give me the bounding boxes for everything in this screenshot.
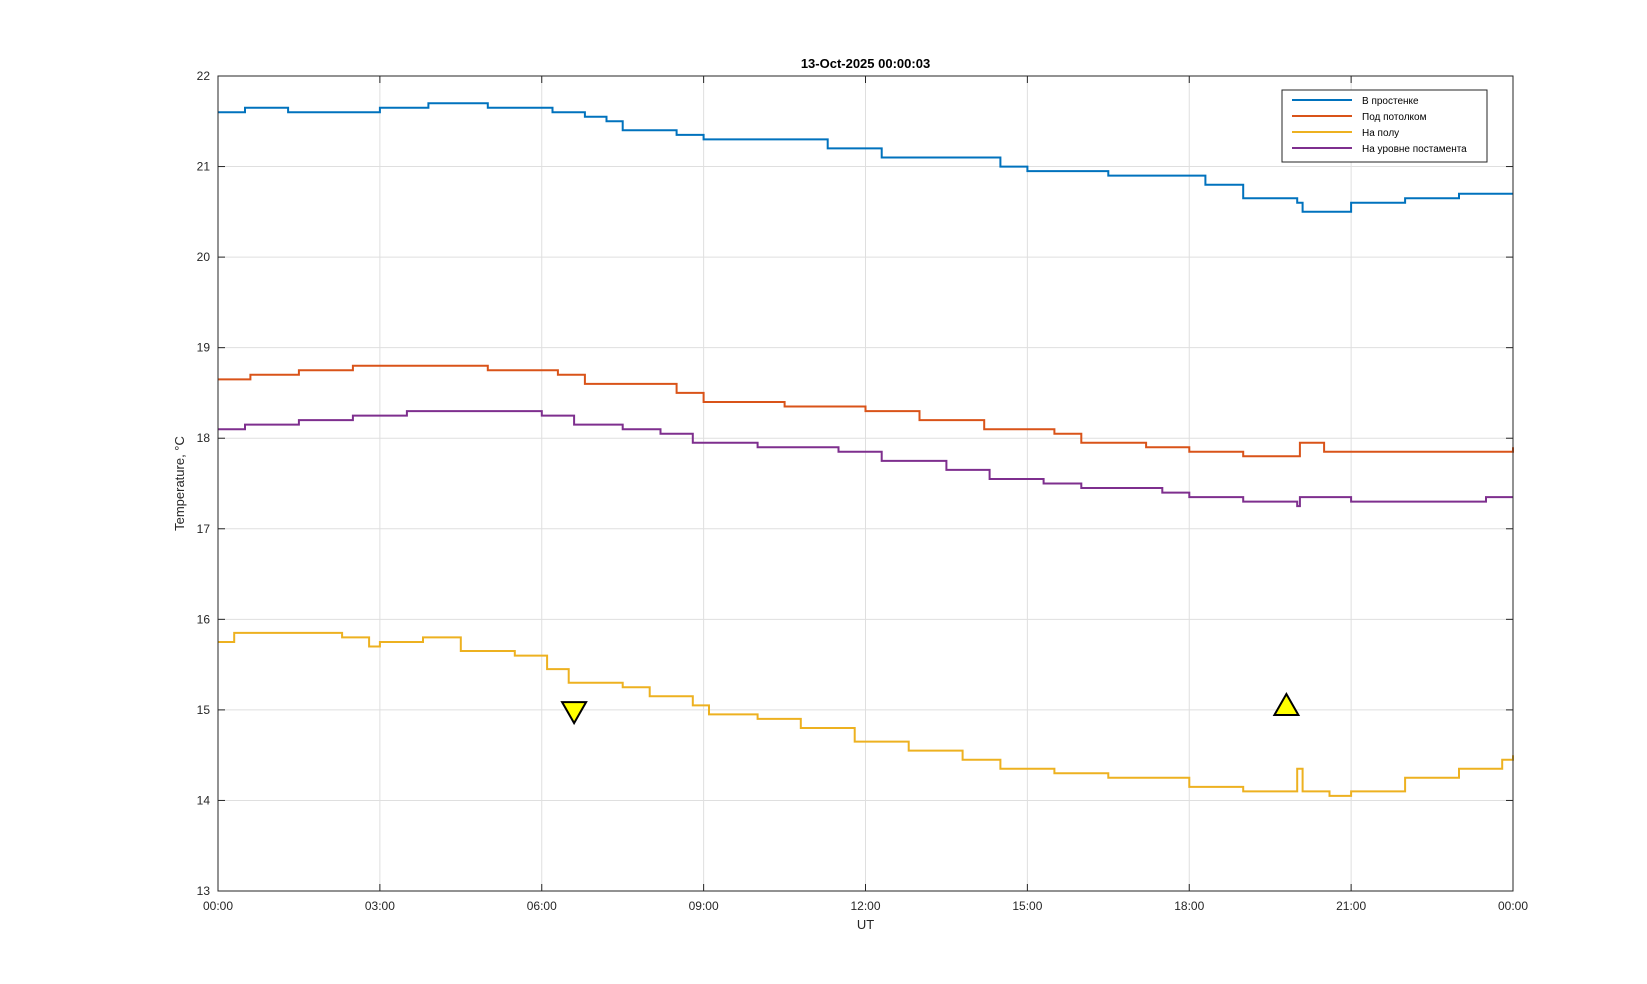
x-tick-label: 03:00 <box>365 899 395 913</box>
series-line-1 <box>218 102 1513 213</box>
x-tick-label: 00:00 <box>203 899 233 913</box>
sunrise-marker <box>560 701 588 726</box>
y-axis-label: Temperature, °C <box>172 436 187 531</box>
x-tick-label: 18:00 <box>1174 899 1204 913</box>
marker-layer <box>560 691 1301 726</box>
series-layer <box>218 102 1514 797</box>
x-tick-label: 12:00 <box>850 899 880 913</box>
axis-ticks <box>217 75 1514 892</box>
x-tick-labels: 00:00 03:00 06:00 09:00 12:00 15:00 18:00 21:00… <box>203 899 1528 913</box>
y-tick-label: 15 <box>197 703 211 717</box>
chart-title: 13-Oct-2025 00:00:03 <box>801 56 930 71</box>
legend-label-3: На полу <box>1362 128 1399 139</box>
legend-entries: В простенке Под потолком На полу На уровне … <box>1292 96 1467 155</box>
x-tick-label: 00:00 <box>1498 899 1528 913</box>
sunset-marker <box>1272 691 1301 716</box>
y-tick-label: 19 <box>197 341 211 355</box>
y-tick-label: 21 <box>197 160 211 174</box>
y-tick-label: 14 <box>197 793 211 807</box>
y-tick-labels: 13 14 15 16 17 18 19 20 21 22 <box>197 69 211 898</box>
y-tick-label: 16 <box>197 612 211 626</box>
y-tick-label: 18 <box>197 431 211 445</box>
y-tick-label: 17 <box>197 522 211 536</box>
y-tick-label: 20 <box>197 250 211 264</box>
x-tick-label: 15:00 <box>1012 899 1042 913</box>
x-tick-label: 09:00 <box>689 899 719 913</box>
series-line-4 <box>218 410 1513 508</box>
x-tick-label: 21:00 <box>1336 899 1366 913</box>
legend: В простенке Под потолком На полу На уровне … <box>1281 89 1488 163</box>
legend-box <box>1281 89 1488 163</box>
series-line-3 <box>218 631 1514 797</box>
series-line-2 <box>218 364 1514 458</box>
x-tick-label: 06:00 <box>527 899 557 913</box>
y-tick-label: 22 <box>197 69 211 83</box>
y-tick-label: 13 <box>197 884 211 898</box>
x-axis-label: UT <box>857 917 874 932</box>
legend-label-2: Под потолком <box>1362 112 1427 123</box>
legend-label-4: На уровне постамента <box>1362 144 1467 155</box>
legend-label-1: В простенке <box>1362 96 1419 107</box>
